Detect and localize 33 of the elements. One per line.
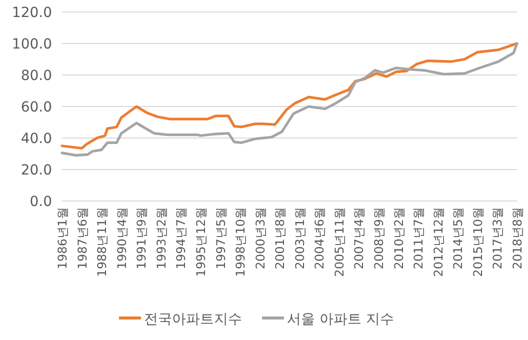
x-tick-label: 1988년11월: [95, 207, 110, 277]
y-tick-label: 40.0: [20, 131, 52, 147]
x-tick-label: 2003년1월: [292, 207, 307, 270]
x-tick-label: 2015년10월: [470, 207, 485, 277]
y-tick-label: 20.0: [20, 162, 52, 178]
legend-label: 서울 아파트 지수: [287, 312, 394, 328]
x-tick-label: 1990년4월: [114, 207, 129, 270]
x-tick-label: 1991년9월: [134, 207, 149, 270]
x-tick-label: 2000년3월: [253, 207, 268, 270]
y-tick-label: 60.0: [20, 100, 52, 116]
legend-label: 전국아파트지수: [144, 312, 242, 328]
x-tick-label: 1994년7월: [174, 207, 188, 270]
x-tick-label: 2012년12월: [431, 207, 446, 277]
x-tick-label: 2004년6월: [312, 207, 327, 270]
x-tick-label: 1998년10월: [234, 207, 248, 277]
x-tick-label: 2018년8월: [510, 207, 524, 270]
x-tick-label: 1995년12월: [194, 207, 208, 277]
x-tick-label: 1997년5월: [214, 207, 228, 270]
x-tick-label: 2010년2월: [392, 207, 406, 270]
y-tick-label: 0.0: [30, 194, 52, 210]
x-tick-label: 2011년7월: [412, 207, 426, 270]
x-tick-label: 1986년1월: [56, 207, 70, 270]
x-tick-label: 1987년6월: [75, 207, 90, 270]
x-tick-label: 2014년5월: [451, 207, 466, 270]
x-tick-label: 1993년2월: [154, 207, 168, 270]
x-tick-label: 2005년11월: [332, 207, 346, 277]
y-tick-label: 100.0: [12, 36, 52, 52]
x-tick-label: 2007년4월: [352, 207, 366, 270]
y-tick-label: 120.0: [12, 5, 52, 21]
y-tick-label: 80.0: [20, 68, 52, 84]
x-tick-label: 2008년9월: [372, 207, 386, 270]
x-tick-label: 2017년3월: [490, 207, 505, 270]
x-tick-label: 2001년8월: [273, 207, 288, 270]
